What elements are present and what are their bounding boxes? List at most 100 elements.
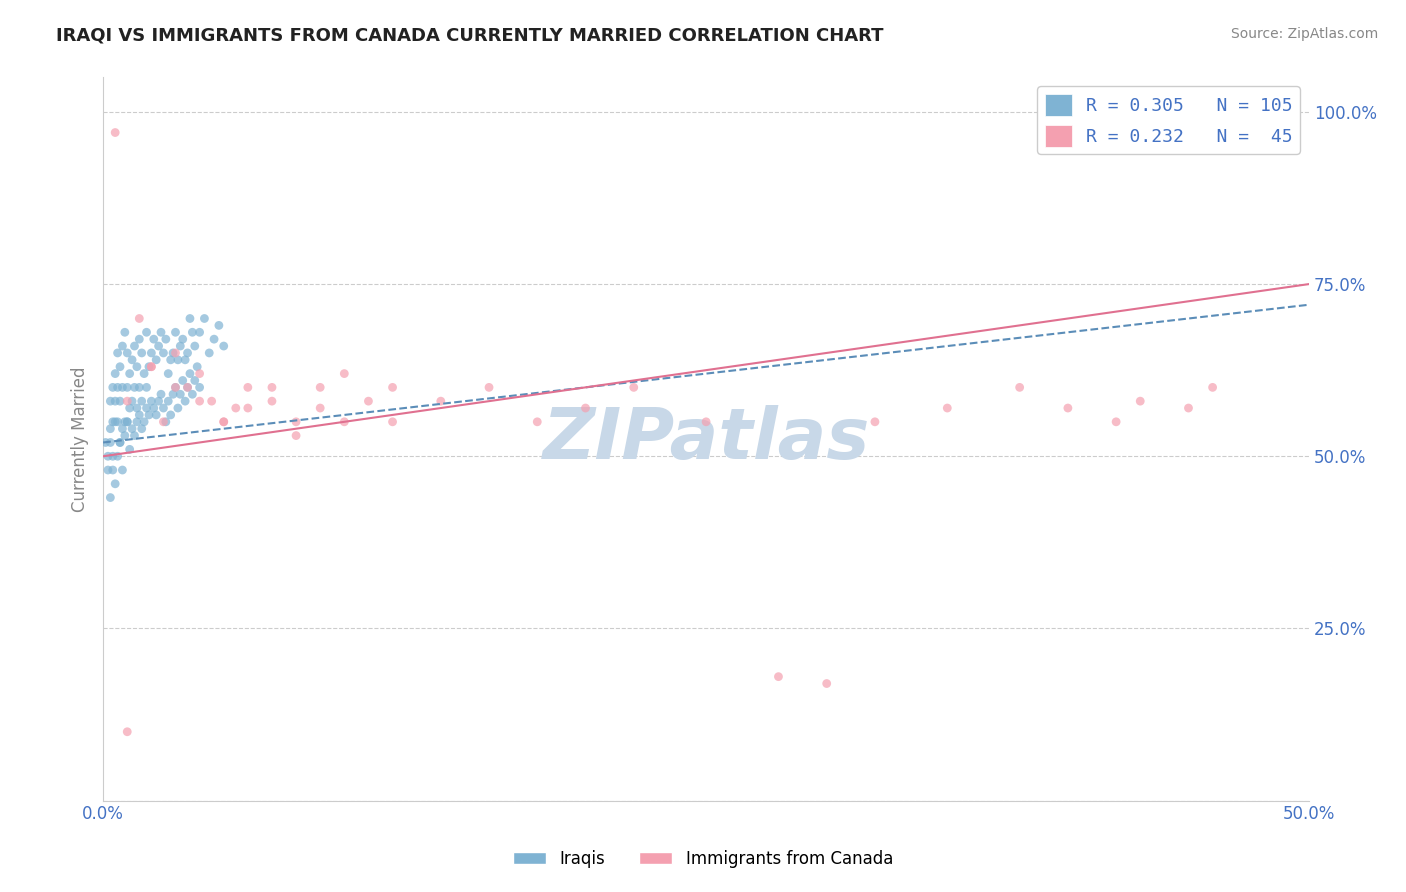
Point: [145, 352, 167, 367]
Point: [97, 449, 120, 463]
Point: [155, 415, 177, 429]
Point: [212, 415, 235, 429]
Point: [128, 408, 150, 422]
Point: [101, 380, 124, 394]
Text: ZIPatlas: ZIPatlas: [543, 405, 870, 474]
Y-axis label: Currently Married: Currently Married: [72, 367, 89, 512]
Point: [131, 394, 153, 409]
Point: [104, 415, 127, 429]
Point: [124, 428, 146, 442]
Point: [108, 435, 131, 450]
Point: [236, 401, 259, 415]
Point: [145, 408, 167, 422]
Point: [285, 415, 308, 429]
Text: IRAQI VS IMMIGRANTS FROM CANADA CURRENTLY MARRIED CORRELATION CHART: IRAQI VS IMMIGRANTS FROM CANADA CURRENTL…: [56, 27, 884, 45]
Point: [169, 339, 191, 353]
Point: [1201, 380, 1223, 394]
Point: [104, 367, 127, 381]
Point: [108, 359, 131, 374]
Point: [131, 422, 153, 436]
Point: [101, 415, 124, 429]
Point: [111, 422, 134, 436]
Point: [285, 428, 308, 442]
Point: [101, 449, 124, 463]
Point: [135, 380, 157, 394]
Point: [430, 394, 453, 409]
Point: [184, 339, 207, 353]
Point: [117, 346, 139, 360]
Point: [125, 415, 148, 429]
Point: [107, 346, 129, 360]
Point: [98, 435, 121, 450]
Point: [174, 394, 197, 409]
Point: [107, 415, 129, 429]
Point: [118, 401, 141, 415]
Point: [201, 394, 224, 409]
Point: [117, 415, 139, 429]
Point: [121, 422, 143, 436]
Text: Source: ZipAtlas.com: Source: ZipAtlas.com: [1230, 27, 1378, 41]
Point: [111, 339, 134, 353]
Point: [260, 394, 283, 409]
Point: [333, 367, 356, 381]
Point: [98, 422, 121, 436]
Point: [107, 449, 129, 463]
Point: [150, 387, 173, 401]
Point: [186, 359, 208, 374]
Point: [202, 332, 225, 346]
Point: [176, 380, 198, 394]
Point: [111, 380, 134, 394]
Point: [236, 380, 259, 394]
Point: [152, 415, 174, 429]
Point: [174, 352, 197, 367]
Point: [117, 724, 139, 739]
Point: [169, 387, 191, 401]
Point: [121, 394, 143, 409]
Point: [165, 380, 187, 394]
Point: [148, 394, 170, 409]
Point: [111, 463, 134, 477]
Point: [188, 326, 211, 340]
Point: [1177, 401, 1199, 415]
Point: [936, 401, 959, 415]
Point: [768, 670, 790, 684]
Legend: Iraqis, Immigrants from Canada: Iraqis, Immigrants from Canada: [506, 844, 900, 875]
Point: [124, 380, 146, 394]
Point: [114, 415, 136, 429]
Point: [117, 415, 139, 429]
Point: [152, 346, 174, 360]
Point: [141, 346, 163, 360]
Point: [212, 339, 235, 353]
Point: [179, 367, 201, 381]
Point: [135, 401, 157, 415]
Point: [142, 401, 165, 415]
Point: [142, 332, 165, 346]
Point: [141, 359, 163, 374]
Point: [1105, 415, 1128, 429]
Point: [695, 415, 717, 429]
Point: [128, 332, 150, 346]
Point: [104, 126, 127, 140]
Point: [176, 380, 198, 394]
Point: [188, 380, 211, 394]
Point: [125, 359, 148, 374]
Point: [478, 380, 501, 394]
Point: [157, 394, 180, 409]
Point: [1057, 401, 1080, 415]
Point: [114, 326, 136, 340]
Point: [114, 428, 136, 442]
Point: [198, 346, 221, 360]
Point: [208, 318, 231, 333]
Legend: R = 0.305   N = 105, R = 0.232   N =  45: R = 0.305 N = 105, R = 0.232 N = 45: [1038, 87, 1301, 154]
Point: [181, 326, 204, 340]
Point: [188, 367, 211, 381]
Point: [150, 326, 173, 340]
Point: [176, 346, 198, 360]
Point: [134, 415, 156, 429]
Point: [125, 401, 148, 415]
Point: [815, 676, 838, 690]
Point: [526, 415, 548, 429]
Point: [309, 401, 332, 415]
Point: [167, 401, 190, 415]
Point: [108, 394, 131, 409]
